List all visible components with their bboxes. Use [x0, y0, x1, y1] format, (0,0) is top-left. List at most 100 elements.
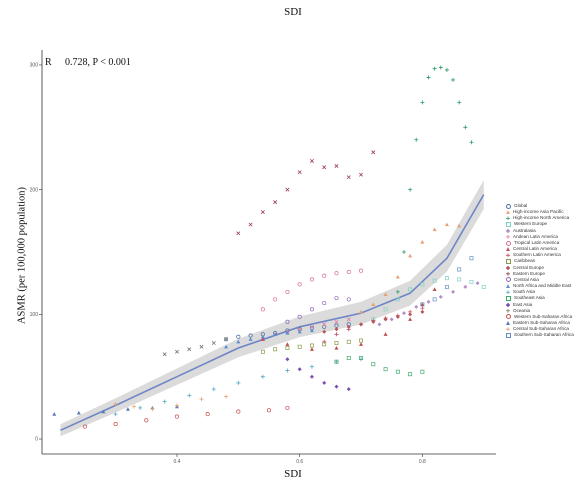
legend: Global High-income Asia Pacific High-incom… [505, 203, 574, 338]
legend-label: Central Latin America [513, 246, 557, 252]
data-point [401, 250, 406, 254]
data-point [457, 223, 462, 228]
data-point [408, 287, 413, 292]
data-point [432, 287, 437, 292]
legend-symbol-icon [506, 240, 511, 246]
data-point [359, 172, 364, 177]
data-point [346, 387, 351, 392]
data-point [346, 356, 351, 360]
data-point [322, 342, 327, 347]
data-point [309, 364, 314, 369]
confidence-band [60, 180, 484, 437]
data-point [457, 267, 462, 272]
legend-item: High-income North America [506, 215, 574, 221]
data-point [377, 322, 382, 327]
data-point [322, 380, 327, 385]
legend-symbol-icon [506, 321, 510, 326]
data-point [359, 356, 363, 360]
legend-item: Western Europe [506, 221, 574, 228]
data-point [334, 163, 339, 168]
data-point [420, 369, 425, 374]
data-point [285, 187, 290, 192]
data-point [389, 317, 394, 322]
data-point [463, 284, 468, 289]
legend-item: Southeast Asia [506, 295, 574, 301]
x-axis-title: SDI [284, 468, 302, 480]
data-point [432, 227, 437, 232]
data-point [285, 319, 290, 324]
legend-item: High-income Asia Pacific [506, 209, 574, 215]
data-point [334, 332, 339, 337]
legend-label: East Asia [513, 301, 533, 307]
legend-label: High-income North America [513, 215, 570, 221]
data-point [359, 322, 364, 327]
data-point [420, 282, 425, 287]
data-point [334, 271, 339, 276]
data-point [444, 67, 449, 72]
legend-label: South Asia [513, 289, 535, 295]
data-point [285, 405, 290, 410]
data-point [309, 374, 314, 379]
data-point [297, 314, 302, 319]
data-point [371, 362, 376, 367]
legend-label: Caribbean [514, 258, 536, 264]
legend-symbol-icon [506, 247, 510, 252]
legend-label: Australasia [513, 227, 536, 233]
data-point [309, 277, 314, 282]
data-point [420, 302, 425, 306]
x-tick-label: 0.8 [419, 459, 426, 465]
data-point [199, 397, 204, 402]
data-point [285, 357, 290, 362]
data-point [273, 297, 278, 302]
data-point [174, 349, 179, 354]
data-point [224, 337, 229, 342]
data-point [469, 279, 474, 284]
data-point [334, 319, 339, 324]
data-point [162, 399, 167, 404]
data-point [334, 384, 339, 389]
data-point [371, 319, 376, 324]
data-point [322, 339, 327, 344]
data-point [334, 346, 339, 350]
ticks: 0.4 0.6 0.8 0 100 200 300 [30, 63, 426, 465]
data-point [408, 312, 413, 317]
data-point [475, 281, 480, 286]
data-point [285, 368, 290, 373]
y-tick-label: 0 [35, 437, 38, 443]
data-point [273, 347, 278, 352]
correlation-label: R [45, 57, 52, 68]
data-point [322, 329, 327, 334]
legend-label: Western Sub-Saharan Africa [514, 313, 573, 319]
y-tick-label: 200 [30, 187, 39, 193]
legend-symbol-icon [506, 271, 510, 276]
data-point [297, 367, 302, 372]
data-point [359, 309, 364, 314]
legend-item: Southern Latin America [506, 252, 574, 258]
data-point [432, 297, 437, 302]
legend-symbol-icon [506, 222, 511, 228]
axes [41, 50, 496, 455]
trend-line-path [60, 194, 485, 432]
data-point [260, 349, 265, 354]
data-point [309, 307, 314, 312]
data-point [346, 297, 351, 302]
data-point [426, 299, 431, 304]
data-point [359, 338, 363, 343]
data-point [401, 311, 406, 316]
data-point [236, 380, 241, 385]
data-point [125, 407, 130, 411]
data-point [358, 268, 364, 273]
legend-label: Eastern Europe [513, 270, 545, 276]
data-point [346, 324, 351, 329]
legend-item: Oceania [506, 308, 574, 314]
data-point [187, 393, 192, 398]
legend-symbol-icon [506, 332, 511, 338]
legend-item: Central Europe [505, 265, 574, 271]
data-point [113, 402, 118, 407]
data-point [463, 125, 468, 130]
legend-symbol-icon [506, 216, 510, 221]
data-point [132, 404, 137, 409]
data-point [236, 409, 241, 414]
data-point [224, 394, 229, 399]
legend-label: North Africa and Middle East [513, 283, 572, 289]
